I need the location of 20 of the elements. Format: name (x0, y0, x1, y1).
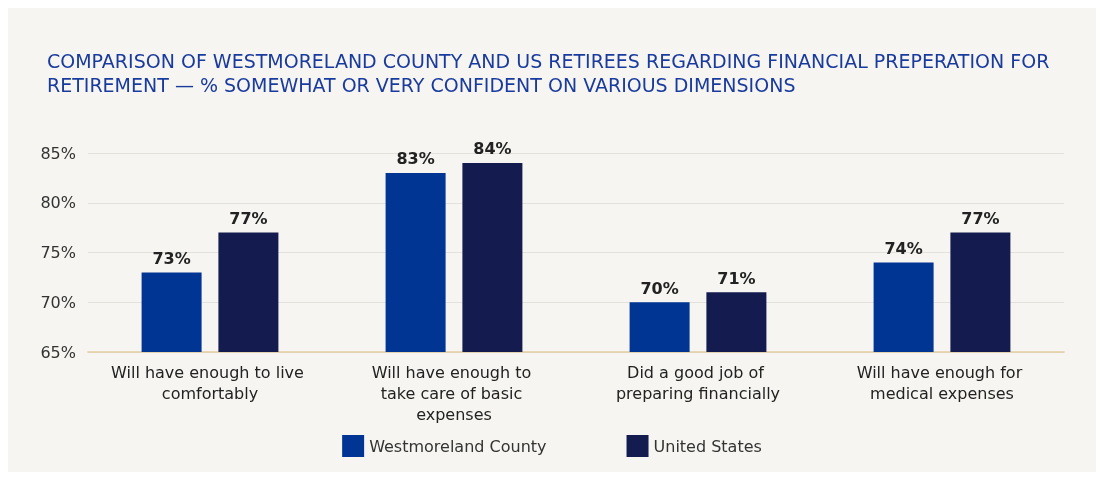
x-tick-label: Will have enough to take care of basic expenses (371, 363, 537, 424)
x-tick-label: Will have enough for medical expenses (856, 363, 1028, 403)
data-label: 83% (396, 149, 435, 169)
y-tick-label: 75% (40, 243, 76, 262)
y-tick-label: 80% (40, 193, 76, 213)
x-tick-label: Will have enough to live comfortably (111, 363, 309, 403)
x-tick-label: Did a good job of preparing financially (615, 363, 781, 403)
y-tick-label: 85% (40, 143, 76, 163)
data-label: 73% (152, 248, 191, 268)
chart-title: COMPARISON OF WESTMORELAND COUNTY AND US RETIREES REGARDING FINANCIAL PREPERATION FOR RETIREMENT — % SOMEWHAT OR VERY CONFIDENT ON VARIOUS DIMENSIONS (47, 50, 1056, 96)
data-label: 70% (640, 278, 679, 298)
legend-label: United States (653, 436, 762, 456)
data-label: 77% (229, 209, 268, 229)
legend-label: Westmoreland County (369, 436, 547, 456)
data-label: 74% (884, 238, 923, 258)
y-tick-label: 65% (40, 342, 76, 362)
data-label: 84% (473, 139, 512, 159)
y-tick-label: 70% (40, 292, 76, 312)
data-label: 71% (717, 268, 756, 288)
data-label: 77% (961, 209, 1000, 229)
